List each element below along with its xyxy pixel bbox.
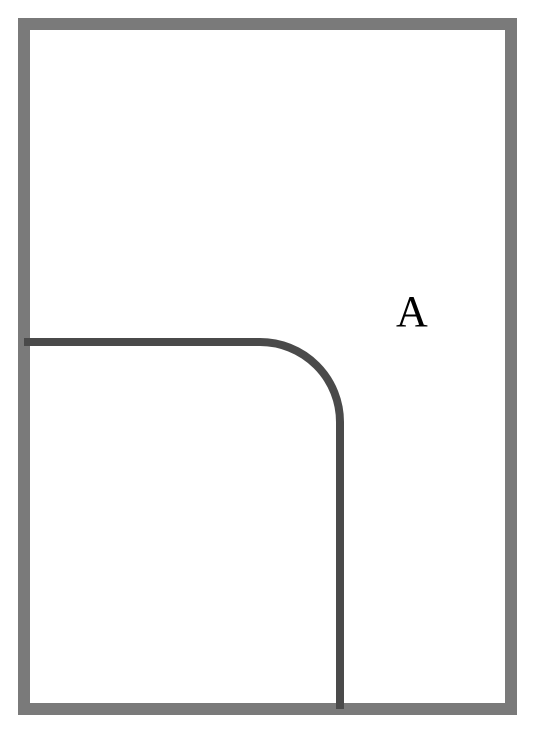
label-a: A	[396, 286, 428, 337]
label-a-text: A	[396, 287, 428, 336]
inner-notch-path	[24, 342, 340, 709]
outer-rect	[24, 24, 511, 709]
diagram-canvas	[0, 0, 535, 733]
